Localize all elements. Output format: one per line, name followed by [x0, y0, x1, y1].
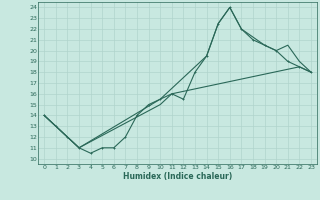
X-axis label: Humidex (Indice chaleur): Humidex (Indice chaleur): [123, 172, 232, 181]
